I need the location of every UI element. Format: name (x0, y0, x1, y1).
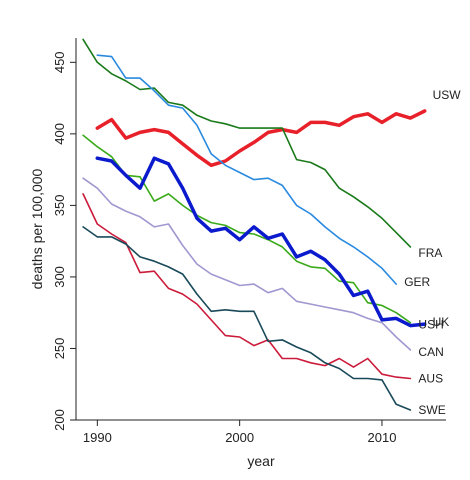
series-line-aus (82, 193, 412, 380)
series-label-fra: FRA (418, 246, 442, 260)
series-line-ger (96, 54, 398, 285)
series-line-swe (82, 226, 412, 411)
y-tick-label: 450 (52, 51, 67, 73)
y-tick-label: 300 (52, 266, 67, 288)
series-lines (82, 38, 427, 411)
y-axis-title: deaths per 100,000 (29, 168, 45, 289)
x-axis-title: year (247, 453, 275, 469)
axes (75, 38, 446, 421)
x-ticks: 1990 2000 2010 (83, 420, 397, 445)
series-line-usw (95, 109, 427, 168)
x-tick-label: 1990 (83, 430, 112, 445)
series-line-can (82, 177, 412, 351)
x-tick-label: 2000 (225, 430, 254, 445)
x-tick-label: 2010 (368, 430, 397, 445)
series-label-can: CAN (418, 345, 443, 359)
series-line-uk (95, 156, 427, 328)
y-tick-label: 350 (52, 195, 67, 217)
series-label-aus: AUS (418, 372, 443, 386)
y-tick-label: 250 (52, 338, 67, 360)
series-label-uk: UK (433, 315, 450, 329)
series-label-ger: GER (404, 275, 430, 289)
series-label-swe: SWE (418, 403, 445, 417)
series-label-usw: USW (433, 88, 462, 102)
y-ticks: 200 250 300 350 400 450 (52, 51, 76, 431)
series-label-ush: USH (418, 318, 443, 332)
y-tick-label: 200 (52, 409, 67, 431)
series-line-fra (82, 38, 412, 248)
y-tick-label: 400 (52, 123, 67, 145)
